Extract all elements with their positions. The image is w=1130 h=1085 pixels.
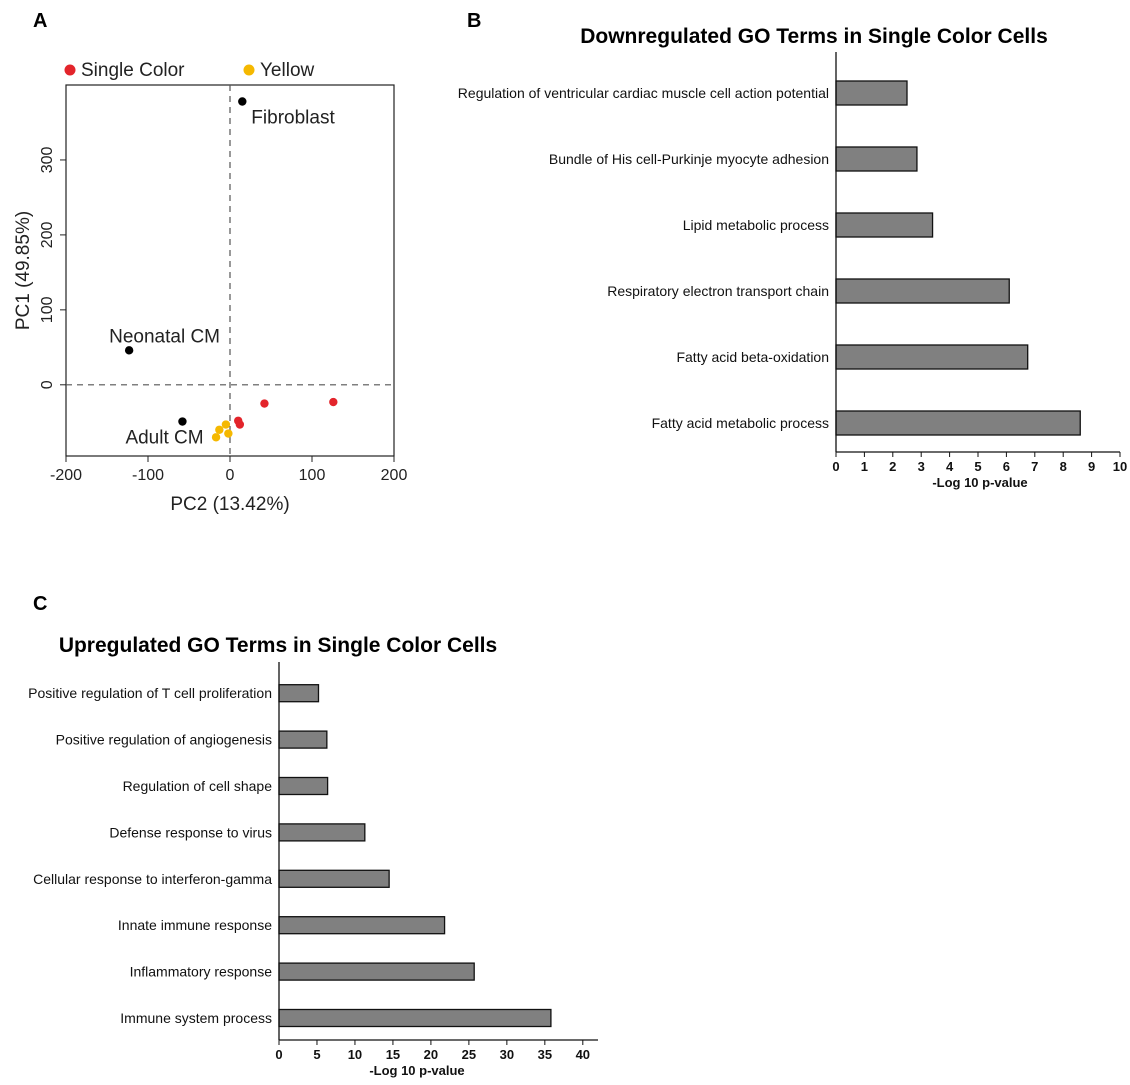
category-label: Cellular response to interferon-gamma xyxy=(33,871,272,887)
x-tick-label: 0 xyxy=(832,459,839,474)
bar xyxy=(278,684,320,703)
chart-title: Downregulated GO Terms in Single Color C… xyxy=(580,25,1048,48)
category-label: Innate immune response xyxy=(118,917,272,933)
category-label: Regulation of cell shape xyxy=(123,778,273,794)
x-tick-label: 100 xyxy=(299,467,326,484)
y-axis-label: PC1 (49.85%) xyxy=(13,211,34,330)
x-tick-label: 0 xyxy=(275,1047,282,1062)
category-label: Immune system process xyxy=(120,1010,272,1026)
bar xyxy=(835,146,918,172)
bar xyxy=(278,1008,552,1028)
category-label: Bundle of His cell-Purkinje myocyte adhe… xyxy=(549,151,829,167)
legend-entry: Single Color xyxy=(81,60,185,81)
x-tick-label: 40 xyxy=(576,1047,590,1062)
x-tick-label: -200 xyxy=(50,467,82,484)
bar xyxy=(278,823,366,842)
x-tick-label: 9 xyxy=(1088,459,1095,474)
x-tick-label: 35 xyxy=(538,1047,552,1062)
pca-scatter-plot: -200 -100 0 100 200 0 100 200 300 PC2 (13.42%) PC1… xyxy=(13,60,407,515)
x-axis-label: PC2 (13.42%) xyxy=(170,494,289,515)
scatter-point xyxy=(211,433,221,442)
category-label: Respiratory electron transport chain xyxy=(607,283,829,299)
y-tick-label: 0 xyxy=(39,380,56,389)
x-tick-label: 2 xyxy=(889,459,896,474)
legend-marker xyxy=(243,64,255,76)
bar xyxy=(835,212,934,238)
x-tick-label: 6 xyxy=(1003,459,1010,474)
scatter-point xyxy=(124,346,134,355)
y-tick-label: 300 xyxy=(39,147,56,174)
scatter-point xyxy=(238,97,247,106)
x-tick-label: 30 xyxy=(500,1047,514,1062)
y-tick-label: 100 xyxy=(39,296,56,323)
bar xyxy=(278,869,390,888)
panel-letter-b: B xyxy=(467,10,481,32)
scatter-point xyxy=(224,429,233,438)
category-label: Defense response to virus xyxy=(109,824,272,840)
upregulated-go-bar-chart: Upregulated GO Terms in Single Color Cel… xyxy=(28,634,598,1078)
x-tick-label: 10 xyxy=(348,1047,362,1062)
x-tick-label: 15 xyxy=(386,1047,400,1062)
scatter-point xyxy=(215,425,224,434)
scatter-point xyxy=(221,420,231,429)
x-axis-label: -Log 10 p-value xyxy=(932,475,1027,490)
x-tick-label: 3 xyxy=(918,459,925,474)
x-tick-label: 25 xyxy=(462,1047,476,1062)
chart-title: Upregulated GO Terms in Single Color Cel… xyxy=(59,634,497,657)
point-label: Fibroblast xyxy=(251,107,335,128)
category-label: Positive regulation of T cell proliferat… xyxy=(28,685,272,701)
panel-letter-c: C xyxy=(33,593,47,615)
panel-letter-a: A xyxy=(33,10,47,32)
category-label: Inflammatory response xyxy=(130,964,273,980)
x-tick-label: 10 xyxy=(1113,459,1127,474)
x-tick-label: 1 xyxy=(861,459,868,474)
bar xyxy=(835,80,908,106)
bar xyxy=(835,278,1010,304)
x-tick-label: 8 xyxy=(1060,459,1067,474)
bar xyxy=(278,962,475,981)
x-tick-label: 4 xyxy=(946,459,954,474)
category-label: Lipid metabolic process xyxy=(683,217,829,233)
scatter-point xyxy=(260,399,269,408)
point-label: Neonatal CM xyxy=(109,326,220,347)
downregulated-go-bar-chart: Downregulated GO Terms in Single Color C… xyxy=(458,25,1127,490)
x-tick-label: 7 xyxy=(1031,459,1038,474)
y-tick-label: 200 xyxy=(39,221,56,248)
x-tick-label: -100 xyxy=(132,467,164,484)
scatter-point xyxy=(178,417,187,426)
scatter-point xyxy=(235,420,245,429)
x-tick-label: 20 xyxy=(424,1047,438,1062)
bar xyxy=(835,410,1081,436)
bar xyxy=(278,776,329,796)
category-label: Fatty acid metabolic process xyxy=(652,415,829,431)
x-tick-label: 5 xyxy=(974,459,981,474)
category-label: Positive regulation of angiogenesis xyxy=(56,732,272,748)
x-tick-label: 5 xyxy=(313,1047,320,1062)
category-label: Regulation of ventricular cardiac muscle… xyxy=(458,85,829,101)
x-tick-label: 0 xyxy=(226,467,235,484)
scatter-point xyxy=(329,397,338,407)
bar xyxy=(835,344,1029,370)
x-tick-label: 200 xyxy=(381,467,408,484)
bar xyxy=(278,916,446,935)
x-axis-label: -Log 10 p-value xyxy=(369,1063,464,1078)
point-label: Adult CM xyxy=(125,428,203,449)
category-label: Fatty acid beta-oxidation xyxy=(676,349,829,365)
legend-marker xyxy=(64,64,76,76)
bar xyxy=(278,730,328,749)
legend-entry: Yellow xyxy=(260,60,315,81)
